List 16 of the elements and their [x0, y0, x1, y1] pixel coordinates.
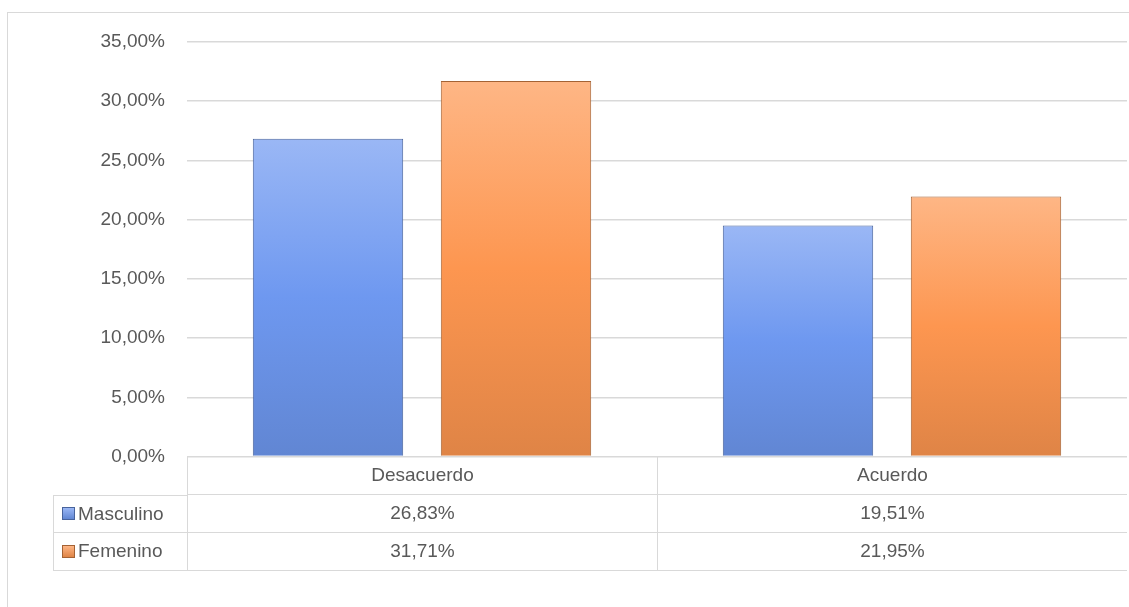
legend-label: Masculino: [78, 502, 164, 525]
x-tick-label: Acuerdo: [857, 464, 928, 487]
y-tick-label: 5,00%: [111, 385, 166, 407]
y-tick-label: 0,00%: [111, 444, 166, 466]
y-tick-label: 30,00%: [100, 89, 166, 111]
data-label: 19,51%: [860, 502, 925, 525]
data-label: 26,83%: [390, 502, 455, 525]
y-tick-label: 15,00%: [100, 267, 166, 289]
data-label: 21,95%: [860, 540, 925, 563]
data-label: 31,71%: [390, 540, 455, 563]
y-tick-label: 20,00%: [100, 207, 166, 229]
y-tick-label: 35,00%: [100, 30, 166, 52]
y-tick-label: 10,00%: [100, 326, 166, 348]
y-tick-label: 25,00%: [100, 148, 166, 170]
legend-label: Femenino: [78, 540, 163, 563]
x-tick-label: Desacuerdo: [371, 464, 474, 487]
